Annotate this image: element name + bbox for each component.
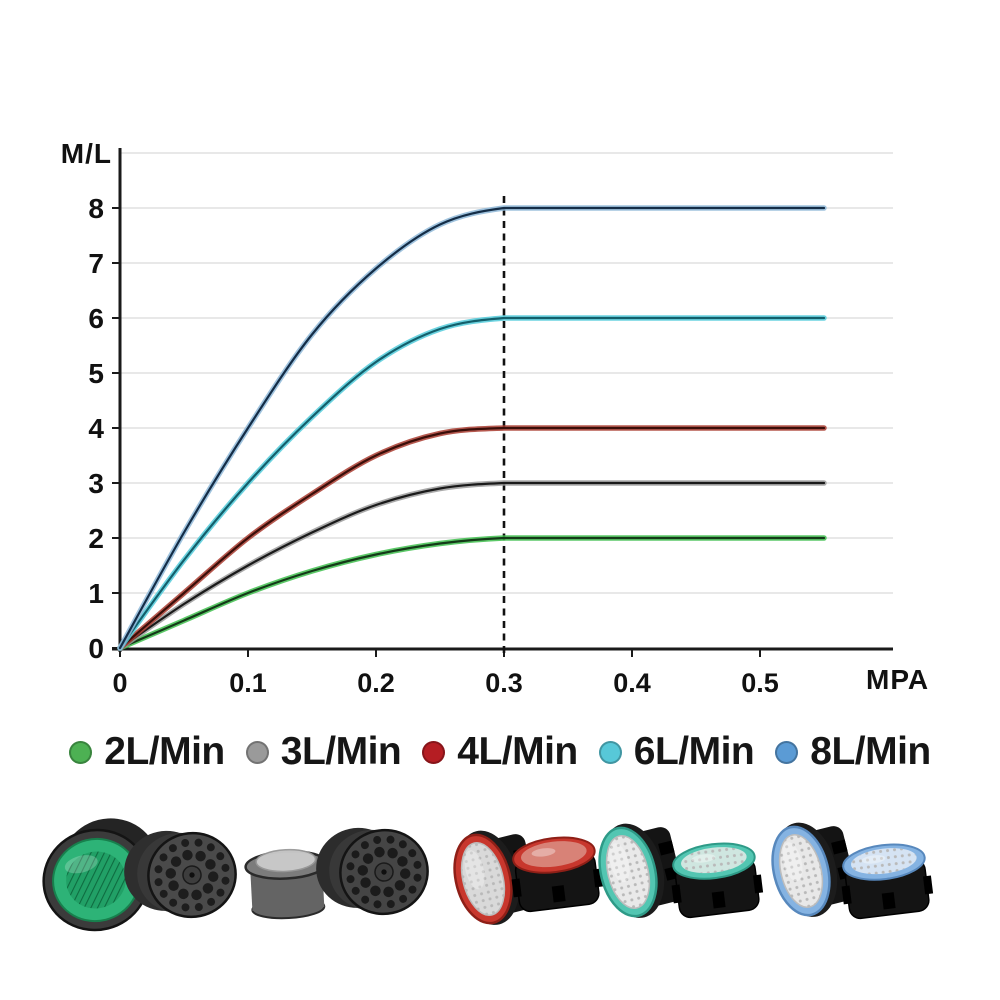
product-back-view-aerator bbox=[124, 830, 237, 919]
curve-6l-min bbox=[117, 315, 827, 651]
legend-label: 8L/Min bbox=[810, 730, 931, 773]
legend-label: 4L/Min bbox=[457, 730, 578, 773]
curve-4l-min bbox=[117, 425, 827, 651]
legend-item-2l-min: 2L/Min bbox=[69, 730, 225, 774]
legend-dot-icon bbox=[775, 740, 799, 764]
x-tick-label: 0.5 bbox=[741, 668, 779, 698]
y-tick-label: 0 bbox=[88, 633, 104, 664]
x-tick-label: 0.2 bbox=[357, 668, 395, 698]
curve-2l-min bbox=[117, 535, 827, 651]
legend-item-6l-min: 6L/Min bbox=[598, 730, 755, 774]
legend-dot-icon bbox=[245, 740, 269, 764]
curve-8l-min bbox=[117, 205, 827, 651]
chart-legend: 2L/Min 3L/Min 4L/Min 6L/Min 8L/Min bbox=[0, 714, 1000, 790]
product-red-aerator-pair-face bbox=[453, 830, 540, 925]
x-axis-label: MPA bbox=[866, 664, 929, 695]
flow-rate-vs-pressure-chart: 0 1 2 3 4 5 6 7 8 0 0.1 0.2 0.3 0.4 0.5 M/L MPA bbox=[61, 138, 929, 698]
product-gray-cap-insert bbox=[244, 848, 328, 920]
y-tick-label: 1 bbox=[88, 578, 104, 609]
product-red-aerator-pair-top bbox=[511, 836, 604, 913]
product-back-view-aerator bbox=[316, 827, 429, 916]
legend-dot-icon bbox=[598, 740, 622, 764]
x-tick-label: 0.1 bbox=[229, 668, 267, 698]
legend-label: 3L/Min bbox=[280, 730, 402, 773]
legend-item-4l-min: 4L/Min bbox=[422, 730, 578, 774]
x-tick-label: 0.3 bbox=[485, 668, 523, 698]
product-green-face-aerator bbox=[42, 818, 159, 932]
y-tick-label: 7 bbox=[88, 248, 104, 279]
legend-item-3l-min: 3L/Min bbox=[245, 730, 402, 774]
product-teal-aerator-pair-face bbox=[598, 823, 685, 918]
y-tick-label: 4 bbox=[88, 413, 104, 444]
curve-3l-min bbox=[117, 480, 827, 651]
aerator-product-photos bbox=[42, 818, 934, 932]
y-tick-label: 5 bbox=[88, 358, 104, 389]
curve-core bbox=[118, 481, 826, 650]
y-tick-label: 2 bbox=[88, 523, 104, 554]
curve-core bbox=[118, 316, 826, 650]
curve-core bbox=[118, 536, 826, 650]
x-tick-label: 0.4 bbox=[613, 668, 651, 698]
y-axis-label: M/L bbox=[61, 138, 112, 169]
x-tick-label: 0 bbox=[112, 668, 127, 698]
legend-dot-icon bbox=[422, 740, 446, 764]
product-blue-aerator-pair-face bbox=[771, 822, 858, 917]
legend-item-8l-min: 8L/Min bbox=[775, 730, 931, 774]
product-blue-aerator-pair-top bbox=[841, 843, 934, 920]
curve-core bbox=[118, 426, 826, 650]
curve-core bbox=[118, 206, 826, 650]
y-tick-label: 6 bbox=[88, 303, 104, 334]
y-tick-label: 3 bbox=[88, 468, 104, 499]
legend-dot-icon bbox=[69, 740, 93, 764]
legend-label: 6L/Min bbox=[633, 730, 755, 773]
legend-label: 2L/Min bbox=[104, 730, 225, 773]
y-tick-label: 8 bbox=[88, 193, 104, 224]
product-teal-aerator-pair-top bbox=[671, 842, 764, 919]
